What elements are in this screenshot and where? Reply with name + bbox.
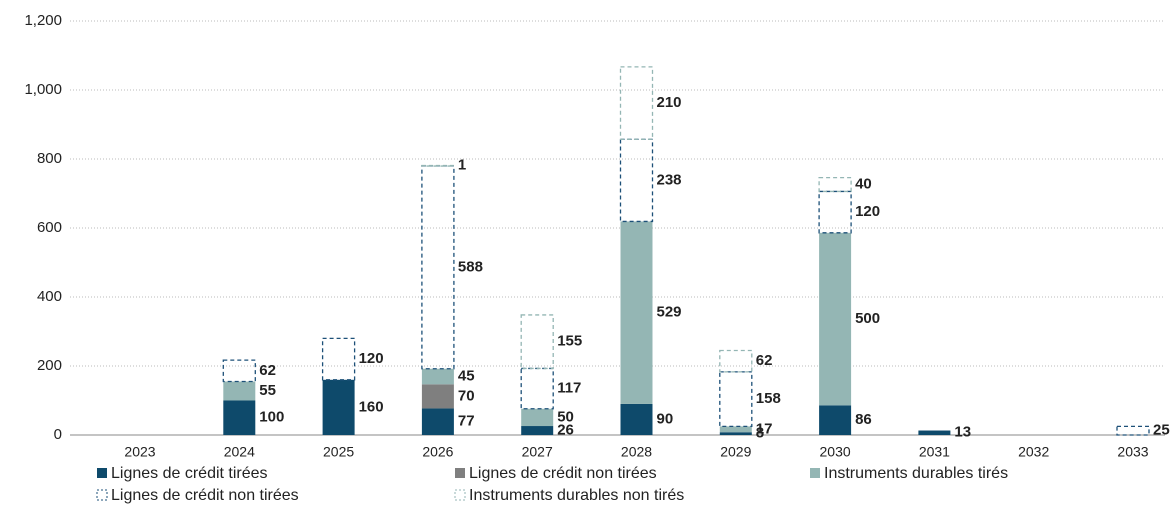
value-label: 529 [657, 304, 682, 321]
legend-swatch [97, 468, 107, 478]
x-tick-label: 2032 [1018, 444, 1049, 460]
bar-segment [719, 349, 753, 373]
bar-segment [223, 381, 256, 401]
value-label: 238 [657, 171, 682, 188]
value-label: 1 [458, 157, 466, 174]
value-label: 13 [954, 424, 971, 441]
bar-segment [222, 359, 256, 383]
value-label: 77 [458, 413, 475, 430]
bar-segment [818, 190, 852, 234]
bar-segment [719, 371, 753, 428]
value-label: 588 [458, 258, 483, 275]
value-label: 40 [855, 175, 872, 192]
value-label: 26 [557, 421, 574, 438]
x-tick-label: 2029 [720, 444, 751, 460]
x-tick-label: 2031 [919, 444, 950, 460]
y-tick-label: 800 [37, 150, 62, 167]
bar-segment [818, 176, 852, 193]
value-label: 8 [756, 425, 764, 442]
bar-segment [620, 221, 653, 404]
bar-segment [521, 408, 554, 427]
bar-segment [520, 314, 554, 370]
bar-segment [619, 66, 654, 140]
value-label: 100 [259, 409, 284, 426]
bar-segment [819, 232, 852, 406]
x-tick-label: 2026 [422, 444, 453, 460]
bar-segment [520, 367, 554, 410]
legend-swatch [96, 489, 108, 501]
y-tick-label: 600 [37, 219, 62, 236]
value-label: 50 [557, 408, 574, 425]
value-label: 500 [855, 310, 880, 327]
bar-segment [719, 426, 752, 433]
bar-segment [322, 379, 355, 435]
value-label: 160 [359, 398, 384, 415]
y-tick-label: 1,000 [24, 81, 62, 98]
value-label: 62 [259, 362, 276, 379]
value-label: 70 [458, 387, 475, 404]
bar-segment [619, 138, 654, 223]
value-label: 25 [1153, 422, 1170, 439]
y-tick-label: 1,200 [24, 12, 62, 29]
legend-swatch [454, 489, 466, 501]
legend-label: Lignes de crédit non tirées [111, 487, 299, 504]
legend-swatch [455, 468, 465, 478]
value-label: 155 [557, 333, 582, 350]
legend-label: Instruments durables non tirés [469, 487, 684, 504]
bar-segment [1116, 425, 1150, 436]
value-label: 120 [855, 203, 880, 220]
y-tick-label: 0 [54, 426, 62, 443]
bar-segment [620, 403, 653, 435]
value-label: 120 [359, 350, 384, 367]
bar-segment [521, 426, 554, 435]
y-tick-label: 200 [37, 357, 62, 374]
x-tick-label: 2028 [621, 444, 652, 460]
value-label: 158 [756, 390, 781, 407]
x-tick-label: 2033 [1117, 444, 1148, 460]
legend-label: Lignes de crédit tirées [111, 465, 268, 482]
bar-segment [918, 430, 951, 435]
bar-segment [421, 368, 454, 385]
value-label: 86 [855, 411, 872, 428]
value-label: 17 [756, 420, 773, 437]
x-tick-label: 2027 [522, 444, 553, 460]
value-label: 62 [756, 352, 773, 369]
bar-segment [421, 384, 454, 409]
x-tick-label: 2030 [820, 444, 851, 460]
bar-segment [421, 164, 455, 167]
x-tick-label: 2025 [323, 444, 354, 460]
x-tick-label: 2023 [124, 444, 155, 460]
value-label: 45 [458, 367, 475, 384]
bar-segment [421, 408, 454, 435]
y-tick-label: 400 [37, 288, 62, 305]
value-label: 117 [557, 380, 581, 397]
value-label: 210 [657, 94, 682, 111]
x-tick-label: 2024 [224, 444, 255, 460]
value-label: 55 [259, 382, 276, 399]
bar-segment [719, 432, 752, 435]
legend-label: Lignes de crédit non tirées [469, 465, 657, 482]
bar-segment [421, 165, 455, 370]
value-label: 90 [657, 410, 674, 427]
legend-label: Instruments durables tirés [824, 465, 1008, 482]
bar-segment [819, 405, 852, 435]
bar-segment [321, 337, 356, 381]
bar-segment [223, 400, 256, 435]
legend-swatch [810, 468, 820, 478]
